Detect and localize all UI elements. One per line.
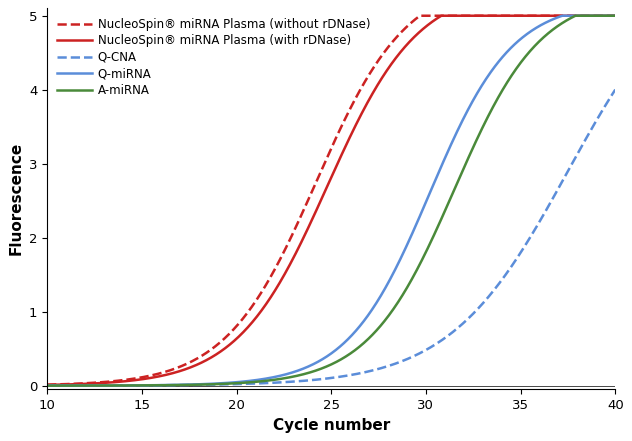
- NucleoSpin® miRNA Plasma (without rDNase): [497, 13, 505, 19]
- A-miRNA: [497, 91, 504, 96]
- NucleoSpin® miRNA Plasma (without rDNase): [416, 13, 424, 19]
- Q-miRNA: [612, 13, 619, 19]
- Q-miRNA: [487, 70, 494, 75]
- A-miRNA: [44, 383, 51, 389]
- A-miRNA: [612, 13, 619, 19]
- NucleoSpin® miRNA Plasma (without rDNase): [273, 263, 281, 268]
- Line: NucleoSpin® miRNA Plasma (with rDNase): NucleoSpin® miRNA Plasma (with rDNase): [47, 16, 616, 385]
- NucleoSpin® miRNA Plasma (without rDNase): [487, 13, 494, 19]
- Line: A-miRNA: A-miRNA: [47, 16, 616, 386]
- NucleoSpin® miRNA Plasma (without rDNase): [612, 13, 619, 19]
- Q-miRNA: [44, 383, 51, 388]
- Q-miRNA: [434, 173, 441, 178]
- A-miRNA: [294, 373, 301, 378]
- NucleoSpin® miRNA Plasma (without rDNase): [434, 13, 442, 19]
- Q-miRNA: [294, 368, 301, 374]
- NucleoSpin® miRNA Plasma (without rDNase): [101, 379, 109, 385]
- Q-miRNA: [101, 383, 109, 388]
- Q-CNA: [434, 340, 441, 346]
- Legend: NucleoSpin® miRNA Plasma (without rDNase), NucleoSpin® miRNA Plasma (with rDNase: NucleoSpin® miRNA Plasma (without rDNase…: [53, 14, 374, 101]
- Q-CNA: [273, 380, 281, 385]
- Y-axis label: Fluorescence: Fluorescence: [8, 142, 23, 255]
- NucleoSpin® miRNA Plasma (with rDNase): [101, 380, 109, 385]
- A-miRNA: [273, 377, 281, 382]
- NucleoSpin® miRNA Plasma (with rDNase): [497, 13, 505, 19]
- Q-CNA: [101, 383, 109, 388]
- Q-CNA: [44, 383, 51, 388]
- Line: Q-miRNA: Q-miRNA: [47, 16, 616, 385]
- X-axis label: Cycle number: Cycle number: [272, 418, 390, 433]
- A-miRNA: [572, 13, 580, 19]
- Q-CNA: [612, 87, 619, 92]
- Q-CNA: [487, 292, 494, 297]
- NucleoSpin® miRNA Plasma (with rDNase): [273, 285, 281, 290]
- Q-CNA: [294, 379, 301, 384]
- A-miRNA: [434, 225, 441, 231]
- A-miRNA: [487, 110, 494, 115]
- NucleoSpin® miRNA Plasma (with rDNase): [438, 13, 446, 19]
- Line: NucleoSpin® miRNA Plasma (without rDNase): NucleoSpin® miRNA Plasma (without rDNase…: [47, 16, 616, 385]
- NucleoSpin® miRNA Plasma (without rDNase): [294, 221, 301, 226]
- NucleoSpin® miRNA Plasma (with rDNase): [434, 15, 441, 21]
- NucleoSpin® miRNA Plasma (without rDNase): [44, 382, 51, 387]
- NucleoSpin® miRNA Plasma (with rDNase): [487, 13, 494, 19]
- NucleoSpin® miRNA Plasma (with rDNase): [294, 247, 301, 253]
- Q-miRNA: [559, 13, 566, 19]
- Q-CNA: [497, 279, 504, 284]
- Q-miRNA: [497, 57, 504, 62]
- NucleoSpin® miRNA Plasma (with rDNase): [44, 382, 51, 388]
- Q-miRNA: [273, 374, 281, 379]
- NucleoSpin® miRNA Plasma (with rDNase): [612, 13, 619, 19]
- A-miRNA: [101, 383, 109, 388]
- Line: Q-CNA: Q-CNA: [47, 90, 616, 385]
